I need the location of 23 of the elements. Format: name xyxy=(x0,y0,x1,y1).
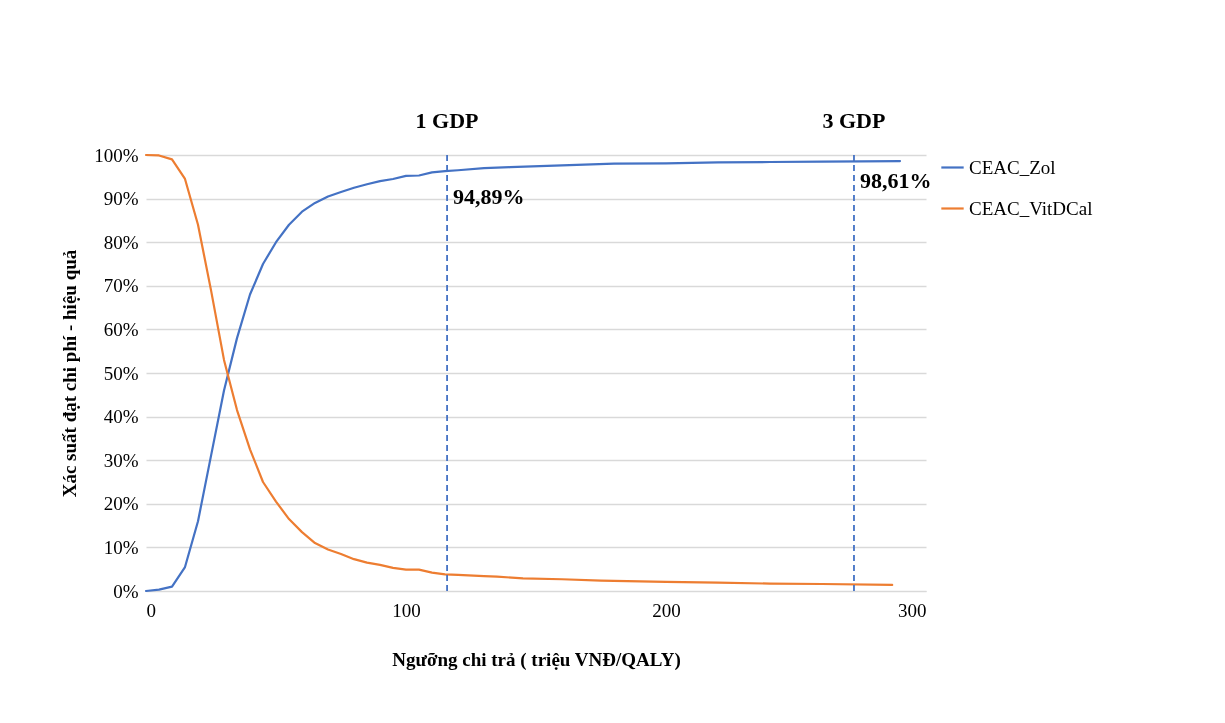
y-tick-label: 40% xyxy=(103,406,139,428)
legend-label: CEAC_VitDCal xyxy=(969,197,1093,219)
y-tick-label: 50% xyxy=(103,362,139,384)
annotation: 98,61% xyxy=(859,168,932,194)
y-tick-label: 10% xyxy=(103,536,139,558)
x-axis-title: Ngưỡng chi trả ( triệu VNĐ/QALY) xyxy=(392,648,681,671)
y-axis-title: Xác suất đạt chi phí - hiệu quả xyxy=(59,249,81,498)
x-tick-label: 0 xyxy=(146,599,156,621)
x-tick-label: 100 xyxy=(392,599,421,621)
y-tick-label: 100% xyxy=(94,144,139,166)
x-tick-label: 200 xyxy=(652,599,681,621)
y-tick-label: 30% xyxy=(103,449,139,471)
y-tick-label: 90% xyxy=(103,188,139,210)
legend-label: CEAC_Zol xyxy=(969,156,1056,178)
ref-line-label: 3 GDP xyxy=(822,108,886,133)
y-tick-label: 80% xyxy=(103,231,139,253)
ref-line-label: 1 GDP xyxy=(415,108,479,133)
y-tick-label: 70% xyxy=(103,275,139,297)
y-tick-label: 60% xyxy=(103,318,139,340)
annotation: 94,89% xyxy=(453,184,525,210)
y-tick-label: 20% xyxy=(103,493,139,515)
y-tick-label: 0% xyxy=(113,580,139,602)
x-tick-label: 300 xyxy=(898,599,927,621)
